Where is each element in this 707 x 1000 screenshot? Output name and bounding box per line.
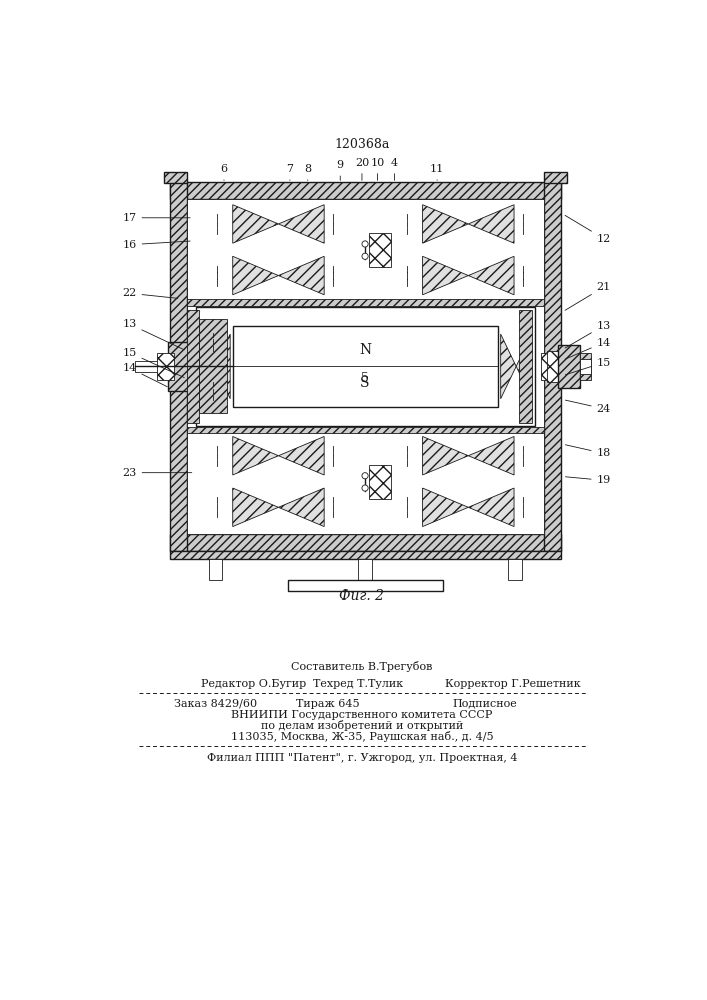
Bar xyxy=(170,182,187,551)
Bar xyxy=(187,299,544,306)
Text: Тираж 645: Тираж 645 xyxy=(296,699,360,709)
Bar xyxy=(580,359,590,374)
Text: 13: 13 xyxy=(122,319,185,350)
Text: по делам изобретений и открытий: по делам изобретений и открытий xyxy=(261,720,463,731)
Polygon shape xyxy=(468,436,514,475)
Polygon shape xyxy=(516,334,532,399)
Text: S: S xyxy=(361,376,370,390)
Polygon shape xyxy=(233,256,279,295)
Bar xyxy=(519,310,532,423)
Bar xyxy=(541,353,556,380)
Text: 23: 23 xyxy=(122,468,192,478)
Text: 14: 14 xyxy=(565,338,611,359)
Text: 22: 22 xyxy=(122,288,178,298)
Text: 18: 18 xyxy=(566,445,611,458)
Bar xyxy=(369,233,391,267)
Text: 6: 6 xyxy=(221,164,228,180)
Text: ВНИИПИ Государственного комитета СССР: ВНИИПИ Государственного комитета СССР xyxy=(231,710,493,720)
Text: 5: 5 xyxy=(361,372,369,385)
Text: 11: 11 xyxy=(430,164,444,180)
Bar xyxy=(544,182,561,551)
Text: 17: 17 xyxy=(122,213,190,223)
Text: 16: 16 xyxy=(122,240,190,250)
Text: 4: 4 xyxy=(391,158,398,180)
Text: 13: 13 xyxy=(565,321,611,348)
Text: 15: 15 xyxy=(122,348,185,378)
Circle shape xyxy=(362,253,368,259)
Bar xyxy=(544,172,567,183)
Bar xyxy=(187,199,544,534)
Polygon shape xyxy=(423,488,468,527)
Polygon shape xyxy=(501,334,516,399)
Text: Подписное: Подписное xyxy=(452,699,518,709)
Polygon shape xyxy=(279,205,325,243)
Polygon shape xyxy=(215,334,230,399)
Polygon shape xyxy=(468,488,514,527)
Text: Составитель В.Трегубов: Составитель В.Трегубов xyxy=(291,661,433,672)
Bar xyxy=(170,551,561,559)
Text: 10: 10 xyxy=(370,158,385,180)
Polygon shape xyxy=(423,205,468,243)
Bar xyxy=(196,307,534,426)
Bar xyxy=(187,427,544,433)
Text: 120368а: 120368а xyxy=(334,138,390,151)
Polygon shape xyxy=(279,256,325,295)
Bar xyxy=(369,465,391,499)
Text: 113035, Москва, Ж-35, Раушская наб., д. 4/5: 113035, Москва, Ж-35, Раушская наб., д. … xyxy=(230,731,493,742)
Polygon shape xyxy=(279,488,325,527)
Text: N: N xyxy=(359,343,371,357)
Text: Заказ 8429/60: Заказ 8429/60 xyxy=(174,699,257,709)
Text: 8: 8 xyxy=(304,164,311,180)
Text: 20: 20 xyxy=(355,158,369,180)
Bar xyxy=(508,559,522,580)
Circle shape xyxy=(362,473,368,479)
Bar xyxy=(187,310,199,423)
Polygon shape xyxy=(233,205,279,243)
Bar xyxy=(163,172,187,183)
Text: 12: 12 xyxy=(565,215,611,244)
Text: 9: 9 xyxy=(337,160,344,180)
Text: Корректор Г.Решетник: Корректор Г.Решетник xyxy=(445,679,580,689)
Text: Техред Т.Тулик: Техред Т.Тулик xyxy=(313,679,403,689)
Polygon shape xyxy=(199,334,215,399)
Text: 14: 14 xyxy=(122,363,168,387)
Text: 21: 21 xyxy=(565,282,611,310)
Text: Филиал ППП "Патент", г. Ужгород, ул. Проектная, 4: Филиал ППП "Патент", г. Ужгород, ул. Про… xyxy=(206,753,518,763)
Bar xyxy=(209,559,223,580)
Polygon shape xyxy=(279,436,325,475)
Bar xyxy=(558,345,580,388)
Bar xyxy=(580,353,590,380)
Polygon shape xyxy=(423,436,468,475)
Bar xyxy=(170,182,561,199)
Polygon shape xyxy=(468,205,514,243)
Text: 19: 19 xyxy=(566,475,611,485)
Text: 7: 7 xyxy=(286,164,293,180)
Circle shape xyxy=(362,485,368,491)
Bar xyxy=(233,326,498,407)
Circle shape xyxy=(362,241,368,247)
Bar xyxy=(168,342,190,391)
Bar xyxy=(170,534,561,551)
Polygon shape xyxy=(423,256,468,295)
Polygon shape xyxy=(468,256,514,295)
Polygon shape xyxy=(233,488,279,527)
Text: 15: 15 xyxy=(566,358,611,375)
Bar xyxy=(547,351,559,382)
Polygon shape xyxy=(233,436,279,475)
Bar xyxy=(288,580,443,591)
Bar xyxy=(358,559,372,580)
Bar xyxy=(199,319,227,413)
Text: Редактор О.Бугир: Редактор О.Бугир xyxy=(201,679,306,689)
Bar xyxy=(158,353,175,380)
Text: Фиг. 2: Фиг. 2 xyxy=(339,589,385,603)
Bar xyxy=(135,361,170,372)
Text: 24: 24 xyxy=(566,400,611,414)
